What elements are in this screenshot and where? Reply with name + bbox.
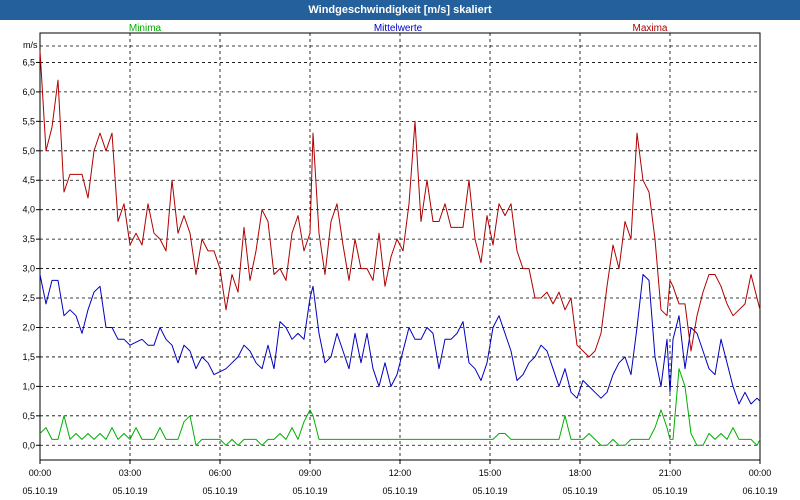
y-tick-label: 6,5 — [22, 57, 35, 67]
x-tick-time: 12:00 — [389, 468, 412, 478]
x-tick-date: 05.10.19 — [112, 486, 147, 496]
y-tick-label: 4,0 — [22, 205, 35, 215]
y-tick-label: 4,5 — [22, 175, 35, 185]
x-tick-time: 15:00 — [479, 468, 502, 478]
x-tick-time: 00:00 — [749, 468, 772, 478]
y-tick-label: 5,0 — [22, 146, 35, 156]
x-tick-date: 05.10.19 — [202, 486, 237, 496]
x-tick-date: 05.10.19 — [652, 486, 687, 496]
x-tick-time: 00:00 — [29, 468, 52, 478]
x-tick-date: 06.10.19 — [742, 486, 777, 496]
legend-maxima: Maxima — [632, 23, 667, 34]
y-tick-label: 0,5 — [22, 411, 35, 421]
series-line-maxima — [39, 50, 761, 358]
x-tick-date: 05.10.19 — [22, 486, 57, 496]
y-tick-label: 1,5 — [22, 352, 35, 362]
y-tick-label: 2,5 — [22, 293, 35, 303]
x-tick-time: 18:00 — [569, 468, 592, 478]
x-tick-date: 05.10.19 — [472, 486, 507, 496]
y-tick-label: 2,0 — [22, 322, 35, 332]
chart-title: Windgeschwindigkeit [m/s] skaliert — [0, 0, 800, 20]
y-tick-label: 6,0 — [22, 87, 35, 97]
y-axis-label: m/s — [23, 40, 38, 50]
x-tick-time: 03:00 — [119, 468, 142, 478]
y-tick-label: 3,0 — [22, 264, 35, 274]
x-tick-date: 05.10.19 — [292, 486, 327, 496]
y-tick-label: 3,5 — [22, 234, 35, 244]
legend-mittelwerte: Mittelwerte — [374, 23, 423, 34]
y-tick-label: 0,0 — [22, 440, 35, 450]
x-tick-time: 09:00 — [299, 468, 322, 478]
series-line-mittelwerte — [39, 274, 761, 405]
x-tick-time: 21:00 — [659, 468, 682, 478]
series-line-minima — [39, 368, 761, 446]
x-tick-date: 05.10.19 — [382, 486, 417, 496]
y-tick-label: 1,0 — [22, 381, 35, 391]
x-tick-time: 06:00 — [209, 468, 232, 478]
x-tick-date: 05.10.19 — [562, 486, 597, 496]
y-tick-label: 5,5 — [22, 116, 35, 126]
legend-minima: Minima — [129, 23, 162, 34]
